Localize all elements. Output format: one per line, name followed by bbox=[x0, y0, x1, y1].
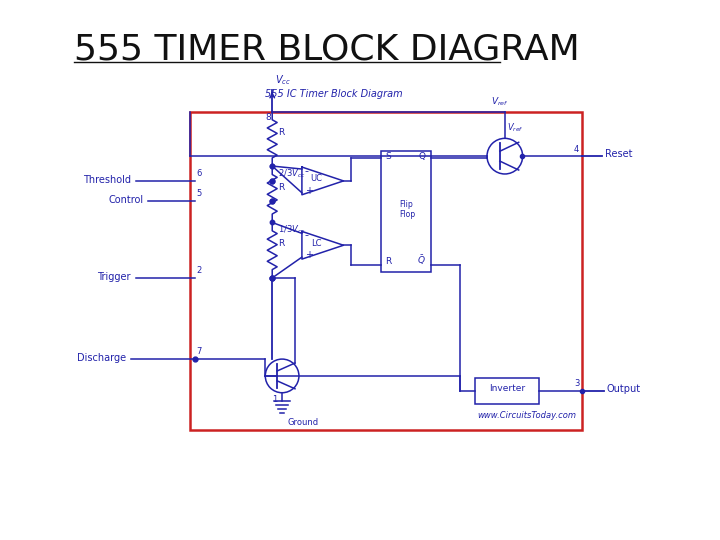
Text: UC: UC bbox=[310, 174, 323, 184]
Text: $V_{cc}$: $V_{cc}$ bbox=[275, 73, 291, 87]
Text: R: R bbox=[278, 128, 284, 137]
Bar bbox=[190, 112, 582, 430]
Text: 4: 4 bbox=[574, 145, 580, 154]
Text: $1/3V_{cc}$: $1/3V_{cc}$ bbox=[278, 224, 306, 236]
Text: 3: 3 bbox=[574, 379, 580, 388]
Text: 555 TIMER BLOCK DIAGRAM: 555 TIMER BLOCK DIAGRAM bbox=[74, 32, 580, 66]
Text: Ground: Ground bbox=[287, 418, 318, 428]
Text: +: + bbox=[305, 186, 313, 196]
Text: Flop: Flop bbox=[399, 210, 415, 219]
Text: 2: 2 bbox=[196, 266, 202, 275]
Text: LC: LC bbox=[311, 239, 322, 248]
Text: Discharge: Discharge bbox=[76, 353, 126, 363]
Bar bbox=[475, 378, 539, 403]
Text: R: R bbox=[278, 183, 284, 192]
Text: 555 IC Timer Block Diagram: 555 IC Timer Block Diagram bbox=[265, 89, 403, 99]
Text: 1: 1 bbox=[272, 395, 277, 404]
Text: +: + bbox=[305, 250, 313, 260]
Text: -: - bbox=[305, 231, 309, 240]
Text: $2/3V_{cc}$: $2/3V_{cc}$ bbox=[278, 167, 306, 180]
Text: S: S bbox=[385, 152, 391, 161]
Bar bbox=[381, 151, 431, 272]
Text: 6: 6 bbox=[196, 169, 202, 178]
Text: R: R bbox=[385, 257, 391, 266]
Text: R: R bbox=[278, 239, 284, 248]
Text: Q: Q bbox=[419, 152, 426, 161]
Text: Flip: Flip bbox=[399, 200, 413, 208]
Text: Control: Control bbox=[109, 195, 143, 205]
Text: 5: 5 bbox=[196, 189, 202, 198]
Text: Output: Output bbox=[607, 384, 641, 394]
Text: Reset: Reset bbox=[605, 149, 632, 159]
Text: $V_{ref}$: $V_{ref}$ bbox=[507, 122, 523, 134]
Text: $V_{ref}$: $V_{ref}$ bbox=[491, 95, 508, 107]
Text: www.CircuitsToday.com: www.CircuitsToday.com bbox=[477, 411, 576, 421]
Text: -: - bbox=[305, 166, 309, 176]
Text: Trigger: Trigger bbox=[97, 272, 130, 282]
Text: Inverter: Inverter bbox=[490, 384, 526, 393]
Text: 8: 8 bbox=[265, 113, 271, 122]
Text: $\bar{Q}$: $\bar{Q}$ bbox=[417, 253, 426, 267]
Text: 7: 7 bbox=[196, 347, 202, 356]
Text: Threshold: Threshold bbox=[83, 175, 130, 185]
